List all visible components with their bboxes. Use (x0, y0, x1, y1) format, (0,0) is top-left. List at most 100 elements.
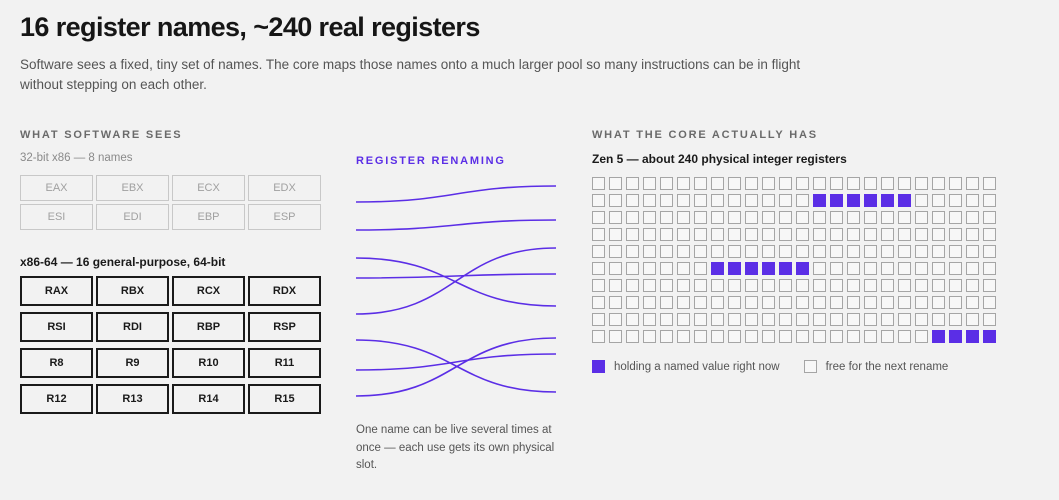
register-ebx: EBX (96, 175, 169, 201)
register-cell-free (660, 262, 673, 275)
register-cell-free (762, 313, 775, 326)
register-cell-free (711, 228, 724, 241)
register-cell-free (626, 262, 639, 275)
register-esi: ESI (20, 204, 93, 230)
register-cell-free (813, 313, 826, 326)
x64-heading: x86-64 — 16 general-purpose, 64-bit (20, 255, 226, 269)
register-cell-free (864, 228, 877, 241)
register-cell-free (660, 279, 673, 292)
register-cell-free (796, 194, 809, 207)
register-cell-free (932, 211, 945, 224)
register-cell-free (677, 279, 690, 292)
x64-register-grid: RAX RBX RCX RDX RSI RDI RBP RSP R8 R9 R10 R11 R12 R13… (20, 276, 321, 414)
register-cell-free (881, 279, 894, 292)
register-cell-free (983, 177, 996, 190)
register-cell-free (830, 296, 843, 309)
register-cell-free (881, 262, 894, 275)
register-cell-free (983, 279, 996, 292)
register-cell-free (677, 296, 690, 309)
register-cell-free (728, 177, 741, 190)
register-cell-free (881, 228, 894, 241)
renaming-wire-6 (356, 339, 557, 393)
register-cell-free (813, 262, 826, 275)
register-cell-free (881, 245, 894, 258)
register-cell-free (660, 330, 673, 343)
register-edi: EDI (96, 204, 169, 230)
register-cell-free (898, 245, 911, 258)
register-cell-free (966, 262, 979, 275)
register-cell-free (626, 211, 639, 224)
register-cell-free (949, 228, 962, 241)
register-r11: R11 (248, 348, 321, 378)
renaming-wire-3 (356, 257, 557, 307)
register-cell-free (762, 177, 775, 190)
register-ecx: ECX (172, 175, 245, 201)
register-r8: R8 (20, 348, 93, 378)
register-cell-free (779, 279, 792, 292)
register-cell-free (643, 211, 656, 224)
register-cell-free (966, 313, 979, 326)
register-cell-free (864, 279, 877, 292)
register-cell-free (677, 194, 690, 207)
register-cell-free (609, 177, 622, 190)
register-cell-free (711, 279, 724, 292)
register-cell-free (626, 177, 639, 190)
register-rax: RAX (20, 276, 93, 306)
software-section-label: WHAT SOFTWARE SEES (20, 129, 183, 141)
register-cell-free (847, 330, 860, 343)
register-cell-free (932, 296, 945, 309)
register-cell-free (609, 194, 622, 207)
register-cell-free (745, 313, 758, 326)
register-cell-free (745, 228, 758, 241)
register-cell-free (677, 313, 690, 326)
register-cell-free (694, 296, 707, 309)
page-subtitle: Software sees a fixed, tiny set of names… (20, 57, 801, 92)
legend-free-swatch (803, 360, 817, 373)
register-cell-free (609, 228, 622, 241)
register-cell-free (796, 211, 809, 224)
register-cell-free (983, 262, 996, 275)
register-cell-free (643, 177, 656, 190)
register-rsi: RSI (20, 312, 93, 342)
register-edx: EDX (248, 175, 321, 201)
register-cell-free (983, 296, 996, 309)
register-cell-free (677, 245, 690, 258)
register-cell-free (932, 228, 945, 241)
register-cell-free (745, 245, 758, 258)
register-rdi: RDI (96, 312, 169, 342)
register-cell-free (847, 211, 860, 224)
register-cell-free (660, 194, 673, 207)
register-cell-free (949, 177, 962, 190)
register-cell-free (694, 245, 707, 258)
register-cell-free (728, 228, 741, 241)
x86-caption: 32-bit x86 — 8 names (20, 152, 133, 164)
register-cell-free (949, 313, 962, 326)
register-cell-free (983, 245, 996, 258)
register-cell-free (796, 228, 809, 241)
register-cell-free (643, 296, 656, 309)
register-cell-free (677, 228, 690, 241)
register-cell-free (915, 262, 928, 275)
register-cell-free (694, 262, 707, 275)
register-cell-free (898, 262, 911, 275)
register-cell-free (898, 228, 911, 241)
register-rcx: RCX (172, 276, 245, 306)
register-cell-free (898, 313, 911, 326)
register-cell-free (864, 330, 877, 343)
core-heading: Zen 5 — about 240 physical integer regis… (592, 152, 847, 166)
register-cell-free (660, 296, 673, 309)
register-cell-free (728, 211, 741, 224)
register-cell-free (711, 296, 724, 309)
register-cell-free (626, 313, 639, 326)
x86-register-grid: EAX EBX ECX EDX ESI EDI EBP ESP (20, 175, 321, 230)
register-cell-free (864, 177, 877, 190)
register-cell-free (609, 279, 622, 292)
core-section-label: WHAT THE CORE ACTUALLY HAS (592, 129, 818, 141)
register-cell-free (643, 228, 656, 241)
register-cell-used (864, 194, 877, 207)
physical-register-grid (592, 177, 996, 343)
register-cell-free (949, 262, 962, 275)
register-cell-free (864, 211, 877, 224)
register-cell-free (762, 211, 775, 224)
register-cell-free (745, 177, 758, 190)
